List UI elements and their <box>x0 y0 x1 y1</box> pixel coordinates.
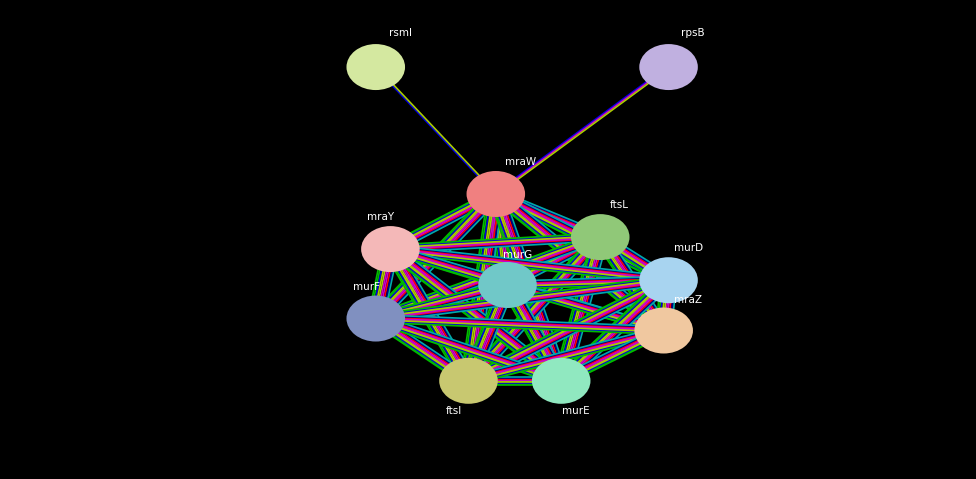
Ellipse shape <box>467 171 525 217</box>
Ellipse shape <box>346 296 405 342</box>
Text: murG: murG <box>503 250 532 260</box>
Text: rpsB: rpsB <box>681 28 705 38</box>
Ellipse shape <box>532 358 590 404</box>
Text: murE: murE <box>562 406 590 416</box>
Ellipse shape <box>346 44 405 90</box>
Ellipse shape <box>639 44 698 90</box>
Text: ftsI: ftsI <box>446 406 462 416</box>
Ellipse shape <box>634 308 693 354</box>
Ellipse shape <box>361 226 420 272</box>
Text: murD: murD <box>673 243 703 253</box>
Ellipse shape <box>639 257 698 303</box>
Text: mraW: mraW <box>505 157 536 167</box>
Ellipse shape <box>439 358 498 404</box>
Text: ftsL: ftsL <box>610 200 630 210</box>
Ellipse shape <box>571 214 630 260</box>
Text: murF: murF <box>352 282 380 292</box>
Text: mraZ: mraZ <box>674 295 702 305</box>
Text: rsml: rsml <box>388 28 412 38</box>
Text: mraY: mraY <box>367 212 394 222</box>
Ellipse shape <box>478 262 537 308</box>
